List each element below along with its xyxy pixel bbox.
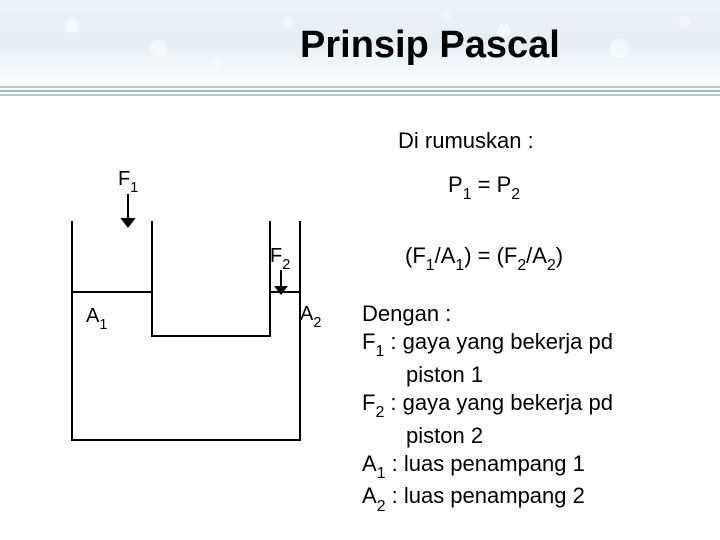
page-title: Prinsip Pascal bbox=[300, 24, 560, 67]
label-a2: A2 bbox=[300, 303, 321, 329]
definition-line: F2 : gaya yang bekerja pd bbox=[362, 389, 613, 422]
definition-line: A1 : luas penampang 1 bbox=[362, 450, 613, 483]
label-f2: F2 bbox=[270, 245, 290, 271]
equation-p1-p2: P1 = P2 bbox=[448, 172, 520, 202]
equation-f-over-a: (F1/A1) = (F2/A2) bbox=[405, 243, 563, 273]
label-f2-base: F bbox=[270, 245, 282, 267]
label-a2-base: A bbox=[300, 303, 313, 325]
label-f1-base: F bbox=[118, 168, 130, 190]
subtitle: Di rumuskan : bbox=[398, 128, 534, 154]
definition-line: piston 1 bbox=[362, 361, 613, 389]
header-stripe-3 bbox=[0, 94, 720, 96]
definition-line: A2 : luas penampang 2 bbox=[362, 482, 613, 515]
definition-line: Dengan : bbox=[362, 300, 613, 328]
label-a1-base: A bbox=[86, 305, 99, 327]
label-f1: F1 bbox=[118, 168, 138, 194]
definitions-block: Dengan :F1 : gaya yang bekerja pdpiston … bbox=[362, 300, 613, 515]
label-a1: A1 bbox=[86, 305, 107, 331]
header-stripe-2 bbox=[0, 90, 720, 92]
header-stripe-1 bbox=[0, 86, 720, 88]
label-a2-sub: 2 bbox=[313, 315, 321, 331]
definition-line: piston 2 bbox=[362, 422, 613, 450]
label-a1-sub: 1 bbox=[99, 317, 107, 333]
definition-line: F1 : gaya yang bekerja pd bbox=[362, 328, 613, 361]
